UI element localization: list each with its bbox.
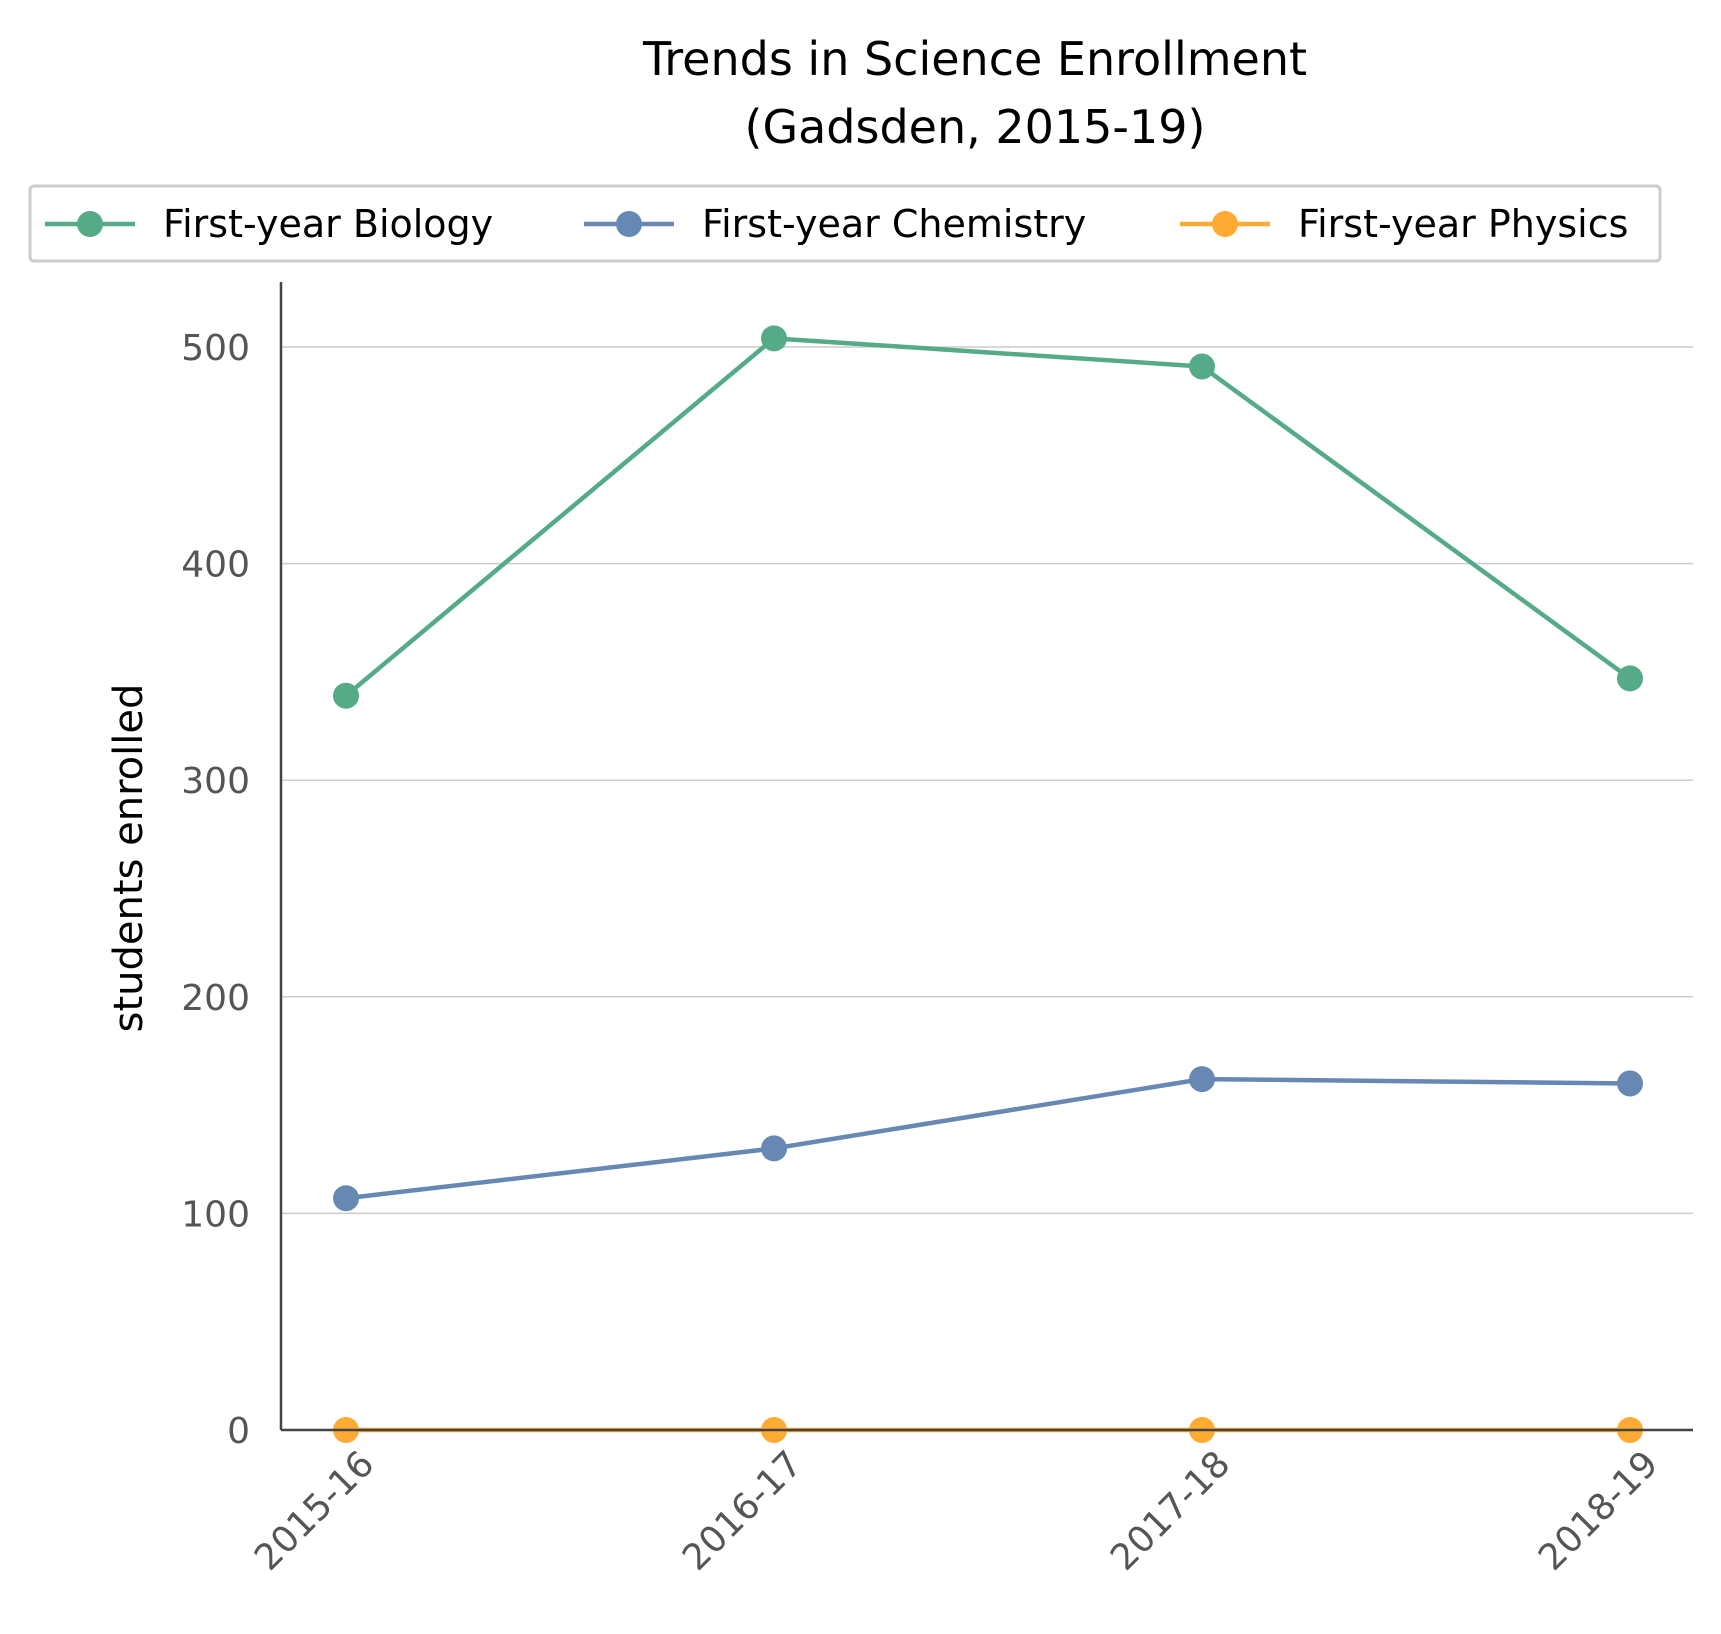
legend-label: First-year Biology [163, 202, 493, 246]
data-point [333, 682, 359, 709]
legend-label: First-year Physics [1298, 202, 1628, 246]
legend-label: First-year Chemistry [702, 202, 1086, 246]
legend-item: First-year Biology [45, 202, 493, 246]
gridlines [281, 346, 1693, 1215]
y-tick-label: 0 [227, 1411, 250, 1452]
y-tick-labels: 0 100 200 300 400 500 [181, 328, 250, 1452]
legend-item: First-year Physics [1180, 202, 1628, 246]
series-0 [333, 325, 1643, 709]
legend-frame [28, 184, 1662, 263]
series-line [345, 1076, 1631, 1201]
chart-title-line-1: Trends in Science Enrollment [642, 32, 1307, 86]
x-tick-label: 2015-16 [247, 1443, 382, 1578]
legend: First-year Biology First-year Chemistry Fi… [28, 184, 1662, 263]
y-tick-label: 300 [181, 761, 250, 802]
y-axis-label: students enrolled [106, 684, 152, 1033]
x-tick-label: 2016-17 [675, 1443, 810, 1578]
x-tick-label: 2017-18 [1103, 1443, 1238, 1578]
x-tick-label: 2018-19 [1531, 1443, 1666, 1578]
chart-title-line-2: (Gadsden, 2015-19) [745, 100, 1206, 154]
data-point [333, 1185, 359, 1212]
series-1 [333, 1066, 1643, 1212]
y-tick-label: 100 [181, 1194, 250, 1235]
series-layer [333, 325, 1643, 1443]
data-point [1617, 1070, 1643, 1097]
data-point [1189, 1066, 1215, 1093]
x-tick-labels: 2015-16 2016-17 2017-18 2018-19 [247, 1443, 1666, 1578]
y-tick-label: 400 [181, 545, 250, 586]
legend-item: First-year Chemistry [584, 202, 1086, 246]
data-point [761, 325, 787, 352]
series-line [344, 336, 1632, 698]
legend-marker [616, 211, 642, 237]
legend-marker [77, 211, 103, 237]
data-point [1617, 665, 1643, 692]
data-point [1189, 353, 1215, 380]
data-point [761, 1135, 787, 1162]
y-tick-label: 500 [181, 328, 250, 369]
legend-marker [1212, 211, 1238, 237]
y-tick-label: 200 [181, 978, 250, 1019]
